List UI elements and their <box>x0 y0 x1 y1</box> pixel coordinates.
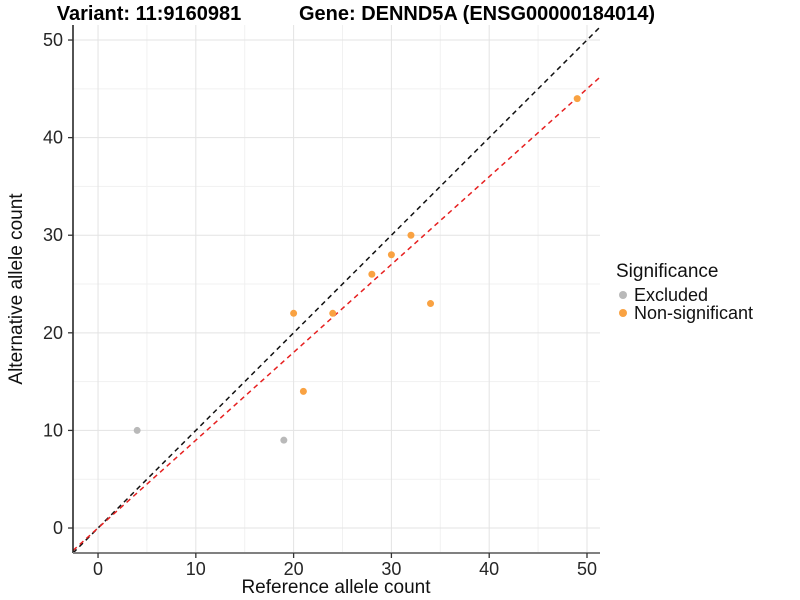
x-tick-label: 0 <box>93 559 103 579</box>
y-axis-title: Alternative allele count <box>6 193 27 385</box>
x-axis-title: Reference allele count <box>241 577 431 598</box>
data-point-non-significant <box>573 95 581 103</box>
plot-title-variant: Variant: 11:9160981 <box>56 3 242 25</box>
legend-item: Non-significant <box>616 302 754 323</box>
data-point-excluded <box>133 426 141 434</box>
y-tick-label: 30 <box>43 225 63 245</box>
y-tick-label: 50 <box>43 30 63 50</box>
data-point-non-significant <box>299 387 307 395</box>
legend-item: Excluded <box>616 284 753 305</box>
legend-items: Excluded Non-significant <box>616 284 754 323</box>
legend-dot-icon <box>619 291 627 299</box>
plot-title-gene: Gene: DENND5A (ENSG00000184014) <box>298 3 656 25</box>
y-tick-label: 10 <box>43 420 63 440</box>
legend-dot-icon <box>619 309 627 317</box>
data-point-non-significant <box>368 270 376 278</box>
tick-marks <box>68 39 588 558</box>
data-point-non-significant <box>329 309 337 317</box>
x-tick-label: 30 <box>381 559 401 579</box>
x-tick-label: 50 <box>577 559 597 579</box>
legend-item-label: Excluded <box>634 284 709 305</box>
y-tick-label: 40 <box>43 128 63 148</box>
reference-lines <box>73 26 600 553</box>
x-tick-label: 40 <box>479 559 499 579</box>
major-gridlines <box>73 25 600 553</box>
x-tick-label: 10 <box>186 559 206 579</box>
legend: Significance Excluded Non-significant <box>616 261 754 323</box>
identity-line <box>73 26 600 553</box>
data-point-excluded <box>280 436 288 444</box>
x-tick-label: 20 <box>284 559 304 579</box>
legend-item-label: Non-significant <box>634 302 754 323</box>
y-tick-label: 0 <box>53 518 63 538</box>
minor-gridlines <box>73 25 600 553</box>
y-tick-label: 20 <box>43 323 63 343</box>
data-points <box>133 95 581 444</box>
data-point-non-significant <box>427 300 435 308</box>
expected-ratio-line <box>73 76 600 552</box>
data-point-non-significant <box>387 251 395 259</box>
data-point-non-significant <box>407 231 415 239</box>
data-point-non-significant <box>290 309 298 317</box>
legend-title: Significance <box>616 261 719 282</box>
